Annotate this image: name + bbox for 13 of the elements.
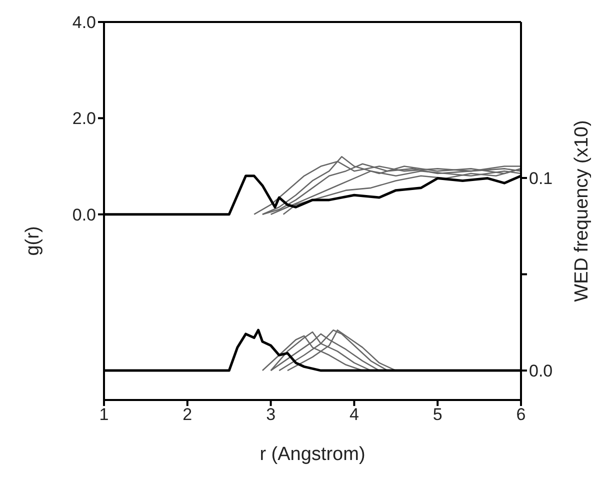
x-tick-label: 5 bbox=[432, 405, 442, 424]
x-tick-label: 3 bbox=[266, 405, 276, 424]
y2-tick-label: 0.0 bbox=[529, 362, 553, 381]
x-tick-label: 2 bbox=[182, 405, 192, 424]
x-tick-label: 1 bbox=[99, 405, 109, 424]
y-axis-title: g(r) bbox=[22, 226, 44, 256]
x-tick-label: 6 bbox=[516, 405, 526, 424]
y2-tick-label: 0.1 bbox=[529, 169, 553, 188]
y-tick-label: 2.0 bbox=[72, 109, 96, 128]
y-tick-label: 0.0 bbox=[72, 205, 96, 224]
x-tick-label: 4 bbox=[349, 405, 359, 424]
x-axis-title: r (Angstrom) bbox=[260, 444, 366, 465]
y-tick-label: 4.0 bbox=[72, 13, 96, 32]
